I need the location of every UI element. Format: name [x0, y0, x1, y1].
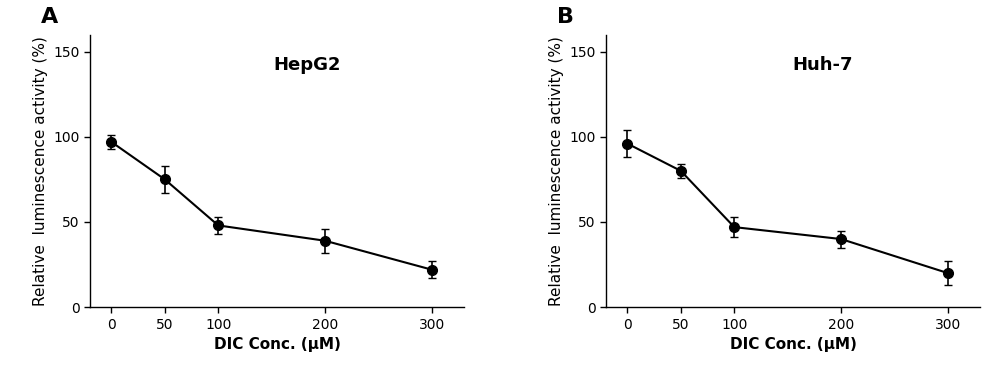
Y-axis label: Relative  luminescence activity (%): Relative luminescence activity (%): [33, 36, 48, 306]
Y-axis label: Relative  luminescence activity (%): Relative luminescence activity (%): [549, 36, 564, 306]
Text: Huh-7: Huh-7: [793, 56, 853, 74]
Text: B: B: [557, 7, 574, 27]
X-axis label: DIC Conc. (μM): DIC Conc. (μM): [730, 337, 856, 352]
Text: A: A: [41, 7, 59, 27]
Text: HepG2: HepG2: [273, 56, 341, 74]
X-axis label: DIC Conc. (μM): DIC Conc. (μM): [214, 337, 340, 352]
